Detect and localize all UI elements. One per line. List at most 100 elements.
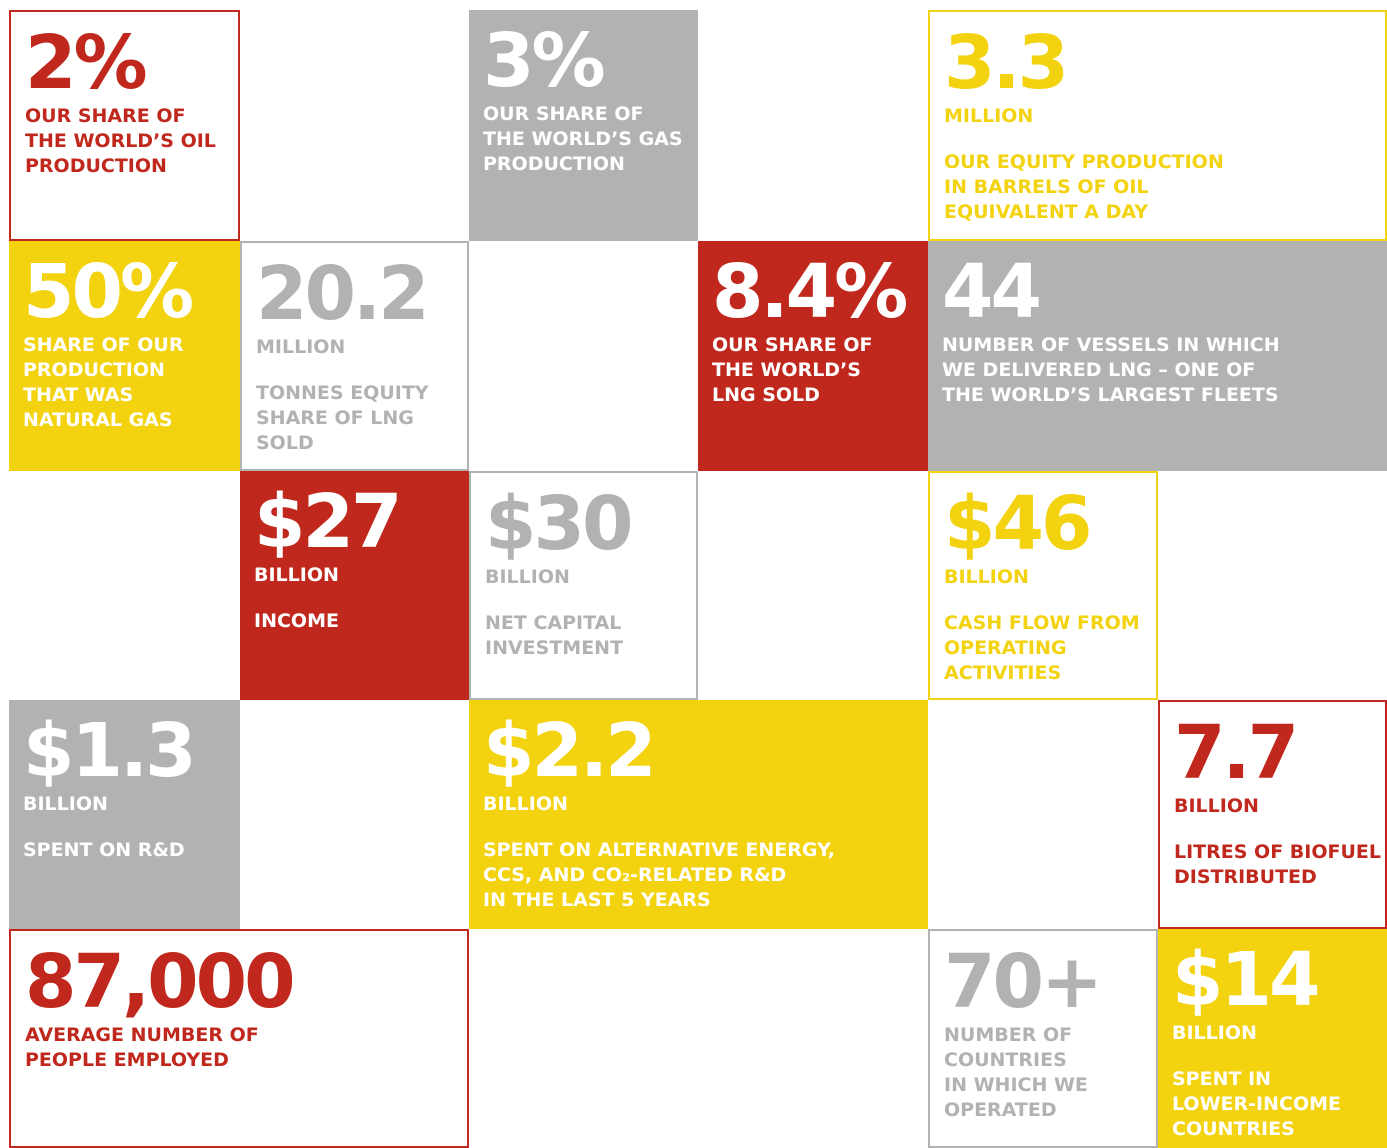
- stat-tile: 2% OUR SHARE OF THE WORLD’S OIL PRODUCTION: [9, 10, 240, 241]
- stat-unit: BILLION: [254, 564, 339, 586]
- description-line: IN BARRELS OF OIL: [944, 176, 1149, 198]
- description-line: OPERATING: [944, 637, 1067, 659]
- stat-tile: 3.3 MILLION OUR EQUITY PRODUCTION IN BARREL…: [928, 10, 1387, 241]
- stat-tile: 3% OUR SHARE OF THE WORLD’S GAS PRODUCTION: [469, 10, 698, 241]
- stat-figure: $1.3: [23, 708, 197, 794]
- stat-unit: BILLION: [485, 566, 570, 588]
- description-line: INVESTMENT: [485, 637, 624, 659]
- stat-figure: $27: [254, 479, 402, 565]
- stat-unit: BILLION: [23, 793, 108, 815]
- description-line: SHARE OF LNG: [256, 407, 414, 429]
- description-line: SPENT IN: [1172, 1068, 1272, 1090]
- description-line: THE WORLD’S LARGEST FLEETS: [942, 384, 1279, 406]
- stat-unit: MILLION: [256, 336, 346, 358]
- stat-tile: 20.2 MILLION TONNES EQUITY SHARE OF LNG SOLD: [240, 241, 469, 471]
- stat-tile: 50% SHARE OF OUR PRODUCTION THAT WAS NATURAL…: [9, 241, 240, 471]
- description-line: CASH FLOW FROM: [944, 612, 1140, 634]
- description-line: SPENT ON R&D: [23, 839, 185, 861]
- description-line: PRODUCTION: [23, 359, 165, 381]
- description-line: NUMBER OF VESSELS IN WHICH: [942, 334, 1280, 356]
- description-line: SPENT ON ALTERNATIVE ENERGY,: [483, 839, 835, 861]
- description-line: NET CAPITAL: [485, 612, 622, 634]
- stat-figure: 2%: [25, 20, 148, 106]
- stat-unit: BILLION: [1174, 795, 1259, 817]
- stat-tile: $1.3 BILLION SPENT ON R&D: [9, 700, 240, 929]
- stat-figure: 87,000: [25, 939, 296, 1025]
- stat-figure: 3.3: [944, 20, 1069, 106]
- stat-unit: BILLION: [944, 566, 1029, 588]
- stat-description: CASH FLOW FROM OPERATING ACTIVITIES: [944, 611, 1144, 686]
- description-line: THAT WAS: [23, 384, 134, 406]
- stat-figure: $30: [485, 481, 633, 567]
- stat-unit: MILLION: [944, 105, 1034, 127]
- description-line: DISTRIBUTED: [1174, 866, 1317, 888]
- description-line: AVERAGE NUMBER OF: [25, 1024, 259, 1046]
- description-line: LOWER-INCOME: [1172, 1093, 1341, 1115]
- description-line: SHARE OF OUR: [23, 334, 184, 356]
- description-line: OUR EQUITY PRODUCTION: [944, 151, 1224, 173]
- stat-tile: 87,000 AVERAGE NUMBER OF PEOPLE EMPLOYED: [9, 929, 469, 1148]
- stat-description: OUR SHARE OF THE WORLD’S OIL PRODUCTION: [25, 104, 226, 179]
- stat-figure: 70+: [944, 939, 1103, 1025]
- description-line: COUNTRIES: [1172, 1118, 1295, 1140]
- stat-tile: $46 BILLION CASH FLOW FROM OPERATING ACTIVIT…: [928, 471, 1158, 700]
- description-line: NATURAL GAS: [23, 409, 173, 431]
- description-line: IN WHICH WE: [944, 1074, 1088, 1096]
- stat-tile: $27 BILLION INCOME: [240, 471, 469, 700]
- description-line: IN THE LAST 5 YEARS: [483, 889, 711, 911]
- stat-description: LITRES OF BIOFUEL DISTRIBUTED: [1174, 840, 1381, 890]
- stat-tile: $2.2 BILLION SPENT ON ALTERNATIVE ENERGY, C…: [469, 700, 928, 929]
- stat-tile: 7.7 BILLION LITRES OF BIOFUEL DISTRIBUTED: [1158, 700, 1387, 929]
- stat-figure: $46: [944, 481, 1092, 567]
- description-line: NUMBER OF: [944, 1024, 1073, 1046]
- stat-description: SPENT ON ALTERNATIVE ENERGY, CCS, AND CO₂…: [483, 838, 916, 913]
- stat-figure: 50%: [23, 249, 194, 335]
- stat-description: OUR EQUITY PRODUCTION IN BARRELS OF OIL EQ…: [944, 150, 1373, 225]
- stat-figure: $14: [1172, 937, 1320, 1023]
- stat-tile: 70+ NUMBER OF COUNTRIES IN WHICH WE OPERATED: [928, 929, 1158, 1148]
- stat-figure: 8.4%: [712, 249, 908, 335]
- stat-description: TONNES EQUITY SHARE OF LNG SOLD: [256, 381, 455, 456]
- description-line: OUR SHARE OF: [483, 103, 644, 125]
- description-line: LNG SOLD: [712, 384, 820, 406]
- description-line: OUR SHARE OF: [712, 334, 873, 356]
- stat-description: OUR SHARE OF THE WORLD’S GAS PRODUCTION: [483, 102, 686, 177]
- description-line: PRODUCTION: [25, 155, 167, 177]
- stat-description: SPENT IN LOWER-INCOME COUNTRIES: [1172, 1067, 1375, 1142]
- stat-description: SPENT ON R&D: [23, 838, 228, 863]
- description-line: OUR SHARE OF: [25, 105, 186, 127]
- stat-description: AVERAGE NUMBER OF PEOPLE EMPLOYED: [25, 1023, 455, 1073]
- stat-figure: 3%: [483, 18, 606, 104]
- description-line: TONNES EQUITY: [256, 382, 429, 404]
- stat-description: NET CAPITAL INVESTMENT: [485, 611, 684, 661]
- stat-description: NUMBER OF COUNTRIES IN WHICH WE OPERATED: [944, 1023, 1144, 1123]
- description-line: LITRES OF BIOFUEL: [1174, 841, 1381, 863]
- stat-tile: 44 NUMBER OF VESSELS IN WHICH WE DELIVERED…: [928, 241, 1387, 471]
- stat-figure: $2.2: [483, 708, 657, 794]
- description-line: PRODUCTION: [483, 153, 625, 175]
- description-line: COUNTRIES: [944, 1049, 1067, 1071]
- stat-description: OUR SHARE OF THE WORLD’S LNG SOLD: [712, 333, 916, 408]
- stat-tile: 8.4% OUR SHARE OF THE WORLD’S LNG SOLD: [698, 241, 928, 471]
- stat-tile: $14 BILLION SPENT IN LOWER-INCOME COUNTRIES: [1158, 929, 1387, 1148]
- description-line: THE WORLD’S: [712, 359, 861, 381]
- stat-description: INCOME: [254, 609, 457, 634]
- description-line: SOLD: [256, 432, 314, 454]
- description-line: ACTIVITIES: [944, 662, 1062, 684]
- stat-figure: 7.7: [1174, 710, 1299, 796]
- stat-description: SHARE OF OUR PRODUCTION THAT WAS NATURAL GA…: [23, 333, 228, 433]
- description-line: PEOPLE EMPLOYED: [25, 1049, 229, 1071]
- description-line: WE DELIVERED LNG – ONE OF: [942, 359, 1256, 381]
- description-line: THE WORLD’S GAS: [483, 128, 683, 150]
- stat-unit: BILLION: [1172, 1022, 1257, 1044]
- description-line: OPERATED: [944, 1099, 1057, 1121]
- stat-figure: 20.2: [256, 251, 430, 337]
- stat-unit: BILLION: [483, 793, 568, 815]
- stat-tile: $30 BILLION NET CAPITAL INVESTMENT: [469, 471, 698, 700]
- description-line: EQUIVALENT A DAY: [944, 201, 1149, 223]
- description-line: THE WORLD’S OIL: [25, 130, 216, 152]
- stat-figure: 44: [942, 249, 1042, 335]
- description-line: CCS, AND CO₂-RELATED R&D: [483, 864, 787, 886]
- stat-description: NUMBER OF VESSELS IN WHICH WE DELIVERED L…: [942, 333, 1375, 408]
